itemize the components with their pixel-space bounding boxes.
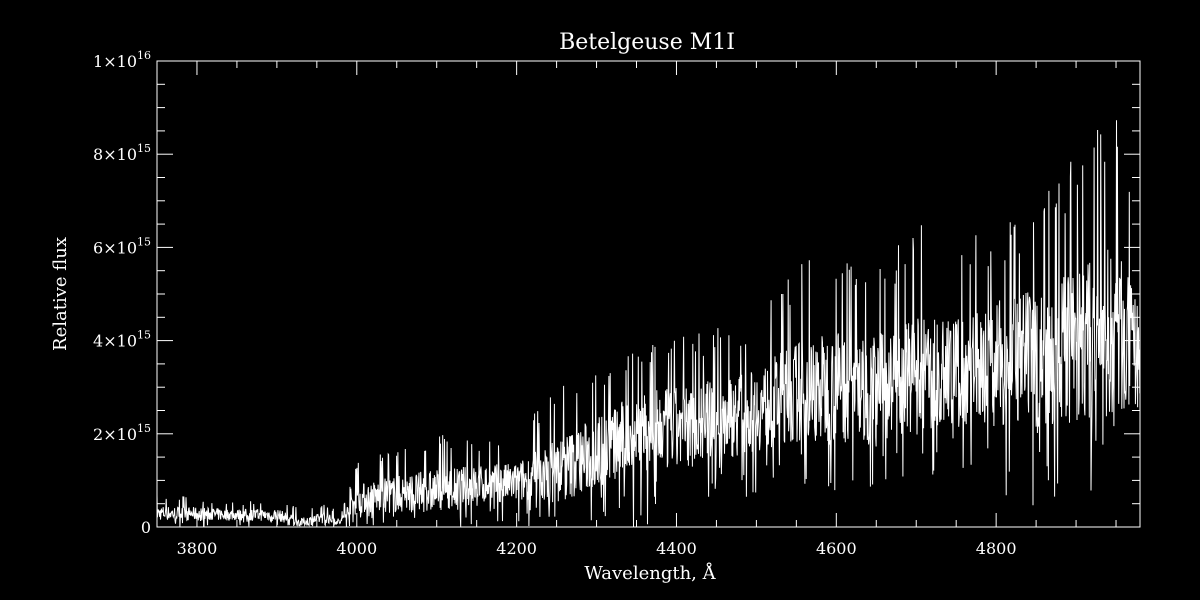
x-tick-label: 4400 [656,539,697,558]
y-tick-label: 4×1015 [93,329,151,351]
y-tick-label: 6×1015 [93,235,151,257]
plot-frame [156,60,1141,528]
x-tick-label: 4800 [976,539,1017,558]
x-axis-label: Wavelength, Å [584,562,716,584]
plot-area [157,120,1140,527]
y-tick-label: 0 [141,518,151,537]
y-tick-label: 2×1015 [93,422,151,444]
y-axis-label: Relative flux [50,237,71,351]
tick-labels: 3800 4000 4200 4400 4600 4800 0 2×1015 4×1015 6×1… [93,49,1016,558]
y-tick-label: 1×1016 [93,49,151,71]
y-tick-label: 8×1015 [93,142,151,164]
x-tick-label: 3800 [177,539,218,558]
spectrum-line [157,120,1140,527]
x-tick-label: 4600 [816,539,857,558]
x-tick-label: 4000 [336,539,377,558]
x-tick-label: 4200 [496,539,537,558]
chart-title: Betelgeuse M1I [559,30,735,55]
